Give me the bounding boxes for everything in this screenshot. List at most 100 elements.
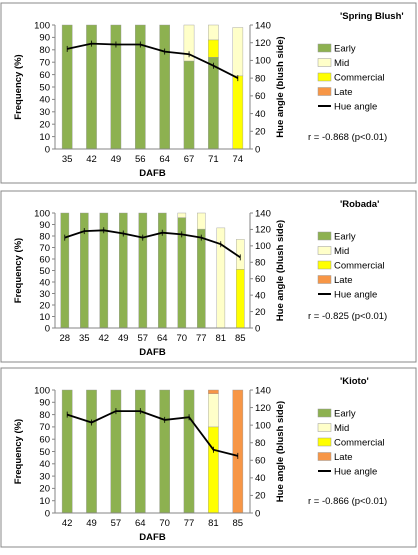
bar-early-64 <box>159 24 171 150</box>
y2-tick-label: 40 <box>255 290 266 301</box>
y2-tick-label: 120 <box>255 403 271 414</box>
bar-mid-81 <box>208 393 219 428</box>
y-tick-label: 0 <box>45 323 50 334</box>
bar-early-71 <box>208 57 219 150</box>
bar-late-81 <box>208 389 219 394</box>
panel-frame <box>0 367 417 548</box>
legend-label: Hue angle <box>334 289 377 300</box>
y-tick-label: 100 <box>34 208 50 219</box>
correlation-annotation: r = -0.825 (p<0.01) <box>308 311 387 322</box>
chart-title: 'Spring Blush' <box>340 11 404 22</box>
y2-tick-label: 80 <box>255 73 266 84</box>
x-axis-label: DAFB <box>139 347 166 358</box>
legend-label: Commercial <box>334 72 385 83</box>
legend-label: Commercial <box>334 260 385 271</box>
y-tick-label: 10 <box>39 312 50 323</box>
chart-panel-2: 0102030405060708090100020406080100120140… <box>0 190 417 363</box>
y-tick-label: 50 <box>39 82 50 93</box>
y2-tick-label: 0 <box>255 508 260 519</box>
y-tick-label: 80 <box>39 410 50 421</box>
y-tick-label: 70 <box>39 58 50 69</box>
y-tick-label: 40 <box>39 277 50 288</box>
chart-title: 'Robada' <box>340 199 379 210</box>
legend-label: Mid <box>334 58 349 69</box>
bar-commercial-74 <box>232 75 244 150</box>
bar-early-42 <box>61 389 73 514</box>
x-tick-label: 42 <box>86 154 97 165</box>
bar-early-49 <box>86 389 97 514</box>
legend-label: Early <box>334 43 356 54</box>
y2-tick-label: 60 <box>255 91 266 102</box>
x-tick-label: 49 <box>111 154 122 165</box>
y-tick-label: 90 <box>39 398 50 409</box>
bar-mid-77 <box>196 212 206 230</box>
bar-mid-71 <box>208 24 219 41</box>
y2-tick-label: 140 <box>255 20 271 31</box>
y2-tick-label: 100 <box>255 56 271 67</box>
y-tick-label: 50 <box>39 447 50 458</box>
bar-late-85 <box>232 389 244 514</box>
legend-swatch-late <box>317 275 332 284</box>
y2-tick-label: 20 <box>255 127 266 138</box>
y-tick-label: 70 <box>39 422 50 433</box>
x-tick-label: 35 <box>62 154 73 165</box>
y2-tick-label: 100 <box>255 420 271 431</box>
legend-swatch-mid <box>317 58 332 67</box>
bar-mid-70 <box>177 212 187 218</box>
bar-early-57 <box>138 212 148 329</box>
y-tick-label: 30 <box>39 107 50 118</box>
panel-frame <box>0 2 417 184</box>
y-tick-label: 60 <box>39 70 50 81</box>
y2-tick-label: 60 <box>255 456 266 467</box>
correlation-annotation: r = -0.866 (p<0.01) <box>308 496 387 507</box>
legend-swatch-commercial <box>317 260 332 270</box>
legend-label: Early <box>334 231 356 242</box>
y2-tick-label: 0 <box>255 323 260 334</box>
legend-label: Early <box>334 408 356 419</box>
legend-swatch-commercial <box>317 72 332 82</box>
legend-label: Hue angle <box>334 466 377 477</box>
y-tick-label: 40 <box>39 95 50 106</box>
y-tick-label: 10 <box>39 132 50 143</box>
x-tick-label: 57 <box>137 333 148 344</box>
bar-early-70 <box>159 389 171 514</box>
x-tick-label: 81 <box>208 518 219 529</box>
y-tick-label: 60 <box>39 435 50 446</box>
y-tick-label: 20 <box>39 300 50 311</box>
chart-panel-1: 0102030405060708090100020406080100120140… <box>0 2 417 184</box>
y-axis-label: Frequency (%) <box>13 419 24 484</box>
x-tick-label: 71 <box>208 154 219 165</box>
y-tick-label: 100 <box>34 385 50 396</box>
y-tick-label: 0 <box>45 144 50 155</box>
x-tick-label: 85 <box>235 333 246 344</box>
x-tick-label: 35 <box>79 333 90 344</box>
x-tick-label: 42 <box>98 333 109 344</box>
y2-axis-label: Hue angle (blush side) <box>275 220 286 321</box>
y2-tick-label: 40 <box>255 473 266 484</box>
y-tick-label: 80 <box>39 45 50 56</box>
legend-label: Mid <box>334 423 349 434</box>
legend-swatch-early <box>317 408 332 418</box>
bar-early-35 <box>61 24 73 150</box>
y2-axis-label: Hue angle (blush side) <box>275 401 286 502</box>
y-tick-label: 90 <box>39 220 50 231</box>
legend-swatch-early <box>317 231 332 241</box>
x-tick-label: 67 <box>184 154 195 165</box>
y2-tick-label: 80 <box>255 438 266 449</box>
legend-swatch-late <box>317 452 332 461</box>
y-tick-label: 10 <box>39 496 50 507</box>
legend-label: Commercial <box>334 437 385 448</box>
bar-commercial-81 <box>208 426 219 514</box>
y2-tick-label: 120 <box>255 225 271 236</box>
legend-label: Hue angle <box>334 101 377 112</box>
x-tick-label: 28 <box>59 333 70 344</box>
x-tick-label: 49 <box>118 333 129 344</box>
legend-swatch-early <box>317 43 332 53</box>
x-axis-label: DAFB <box>139 168 166 179</box>
x-tick-label: 81 <box>215 333 226 344</box>
x-tick-label: 64 <box>159 154 170 165</box>
x-tick-label: 57 <box>111 518 122 529</box>
y2-tick-label: 40 <box>255 109 266 120</box>
x-tick-label: 42 <box>62 518 73 529</box>
